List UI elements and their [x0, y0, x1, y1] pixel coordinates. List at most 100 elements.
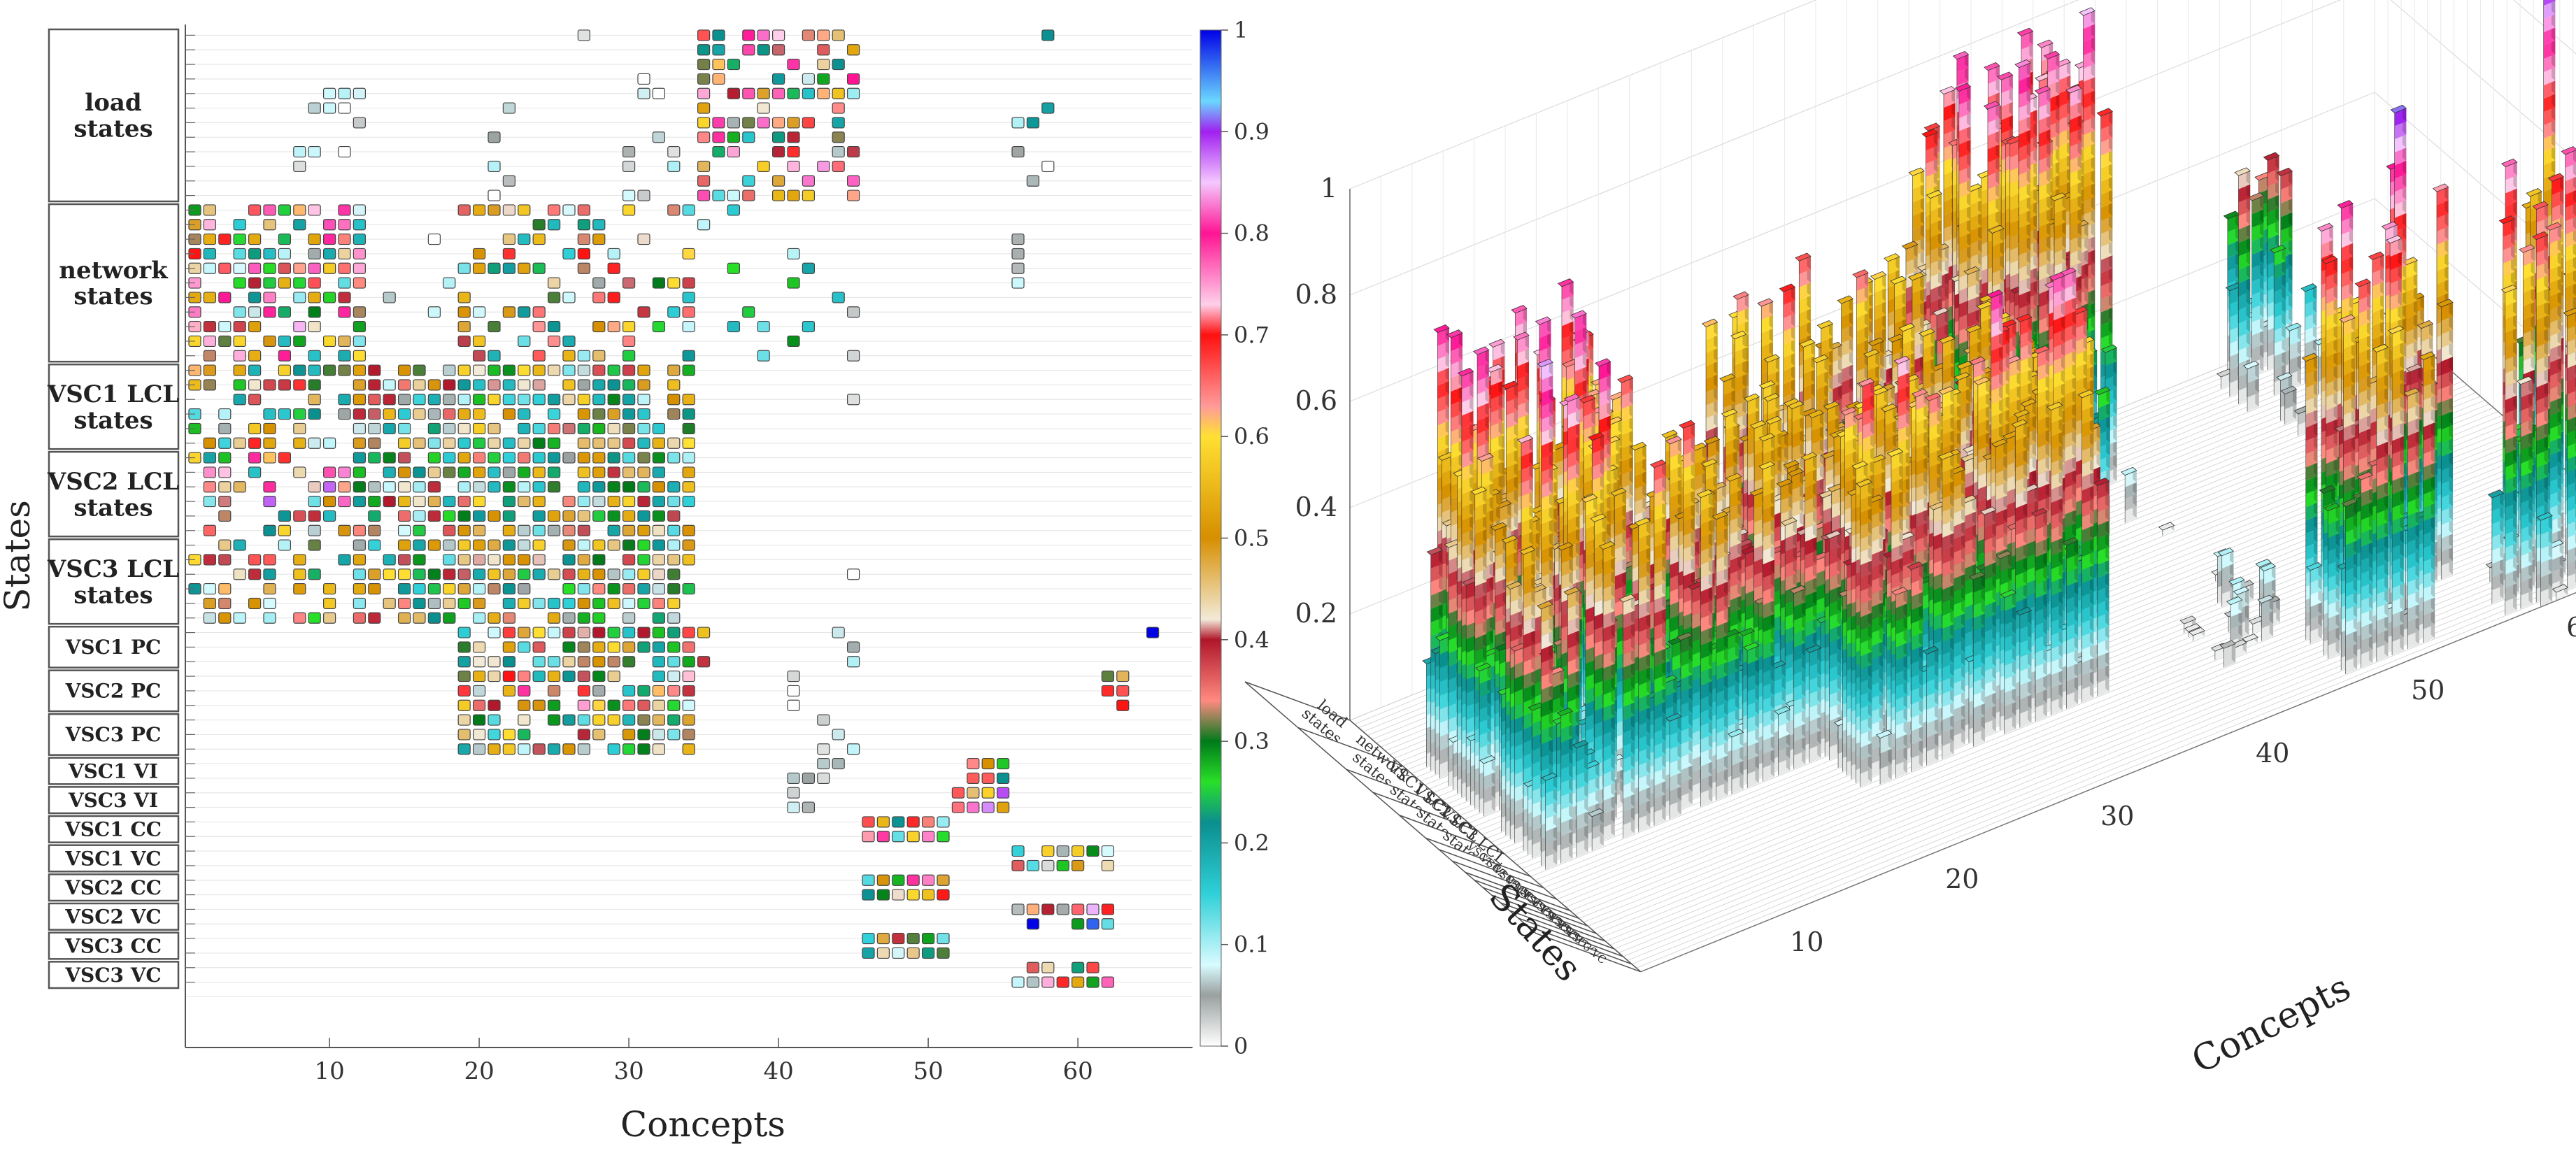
- bar3d-top-face: [1908, 167, 1925, 176]
- heatmap-cell: [592, 714, 606, 726]
- heatmap-cell: [592, 656, 606, 668]
- heatmap-cell: [787, 801, 800, 813]
- heatmap-cell: [667, 627, 681, 638]
- heatmap-cell: [472, 699, 486, 711]
- heatmap-cell: [397, 422, 411, 435]
- heatmap-cell: [413, 597, 426, 610]
- heatmap-cell: [457, 569, 471, 580]
- heatmap-cell: [757, 102, 770, 114]
- colorbar-tick-label: 0.7: [1234, 322, 1269, 348]
- heatmap-cell: [368, 510, 381, 522]
- heatmap-cell: [323, 495, 336, 508]
- heatmap-cell: [592, 379, 606, 391]
- heatmap-cell: [562, 656, 576, 668]
- heatmap-cell: [667, 510, 681, 522]
- heatmap-cell: [981, 787, 995, 799]
- heatmap-cell: [293, 569, 306, 580]
- heatmap-cell: [592, 729, 606, 741]
- heatmap-cell: [622, 481, 636, 493]
- heatmap-cell: [652, 656, 666, 668]
- heatmap-cell: [248, 306, 262, 318]
- heatmap-cell: [218, 408, 232, 420]
- heatmap-cell: [996, 757, 1010, 770]
- heatmap-cell: [697, 175, 711, 187]
- heatmap-cell: [502, 539, 516, 551]
- heatmap-cell: [682, 495, 695, 508]
- heatmap-cell: [518, 262, 531, 274]
- heatmap-cell: [368, 394, 381, 406]
- heatmap-cell: [443, 554, 456, 566]
- heatmap-cell: [248, 262, 262, 274]
- heatmap-cell: [353, 597, 366, 610]
- heatmap-cell: [443, 495, 456, 508]
- heatmap-cell: [323, 102, 336, 114]
- heatmap-cell: [547, 364, 561, 376]
- state-group-label: VSC2 PC: [65, 680, 162, 703]
- heatmap-cell: [817, 58, 830, 71]
- heatmap-cell: [637, 714, 650, 726]
- heatmap-cell: [472, 466, 486, 478]
- heatmap-cell: [697, 44, 711, 56]
- heatmap-cell: [1056, 859, 1069, 872]
- heatmap-cell: [742, 117, 755, 129]
- heatmap-cell: [592, 597, 606, 610]
- heatmap-cell: [712, 44, 725, 56]
- heatmap-cell: [607, 627, 620, 638]
- heatmap-cell: [1086, 961, 1100, 973]
- heatmap-cell: [607, 641, 620, 653]
- heatmap-cell: [577, 627, 591, 638]
- heatmap-cell: [637, 524, 650, 536]
- heatmap-cell: [233, 394, 246, 406]
- heatmap-cell: [622, 612, 636, 624]
- heatmap-cell: [502, 685, 516, 697]
- heatmap-cell: [518, 379, 531, 391]
- heatmap-cell: [323, 481, 336, 493]
- floor-state-line: [1600, 542, 2576, 938]
- heatmap-cell: [562, 510, 576, 522]
- heatmap-cell: [502, 408, 516, 420]
- heatmap-cell: [472, 612, 486, 624]
- heatmap-cell: [622, 422, 636, 435]
- heatmap-cell: [622, 466, 636, 478]
- heatmap-cell: [308, 481, 321, 493]
- heatmap-cell: [577, 743, 591, 755]
- heatmap-cell: [787, 87, 800, 99]
- heatmap-cell: [787, 58, 800, 71]
- heatmap-cell: [846, 190, 860, 201]
- z-gridline: [1349, 0, 2079, 296]
- heatmap-cell: [577, 29, 591, 41]
- heatmap-cell: [323, 582, 336, 595]
- heatmap-cell: [248, 233, 262, 245]
- heatmap-cell: [413, 539, 426, 551]
- heatmap-cell: [607, 481, 620, 493]
- heatmap-cell: [622, 379, 636, 391]
- heatmap-cell: [278, 248, 291, 260]
- heatmap-cell: [278, 408, 291, 420]
- heatmap-cell: [817, 772, 830, 785]
- heatmap-cell: [502, 729, 516, 741]
- heatmap-cell: [353, 204, 366, 216]
- heatmap-cell: [248, 379, 262, 391]
- heatmap-cell: [1116, 699, 1130, 711]
- heatmap-cell: [323, 364, 336, 376]
- heatmap-cell: [742, 29, 755, 41]
- heatmap-cell: [488, 437, 501, 449]
- heatmap-cell: [263, 422, 276, 435]
- heatmap-cell: [472, 408, 486, 420]
- state-group-label: states: [73, 581, 152, 609]
- heatmap-cell: [397, 597, 411, 610]
- state-group-box: [48, 669, 180, 713]
- heatmap-cell: [488, 422, 501, 435]
- heatmap-cell: [353, 262, 366, 274]
- heatmap-cell: [682, 277, 695, 289]
- heatmap-cell: [532, 743, 546, 755]
- heatmap-cell: [562, 452, 576, 464]
- heatmap-cell: [682, 729, 695, 741]
- heatmap-cell: [518, 627, 531, 638]
- heatmap-cell: [472, 379, 486, 391]
- heatmap-cell: [667, 204, 681, 216]
- heatmap-cell: [1101, 903, 1115, 915]
- heatmap-cell: [592, 422, 606, 435]
- heatmap-cell: [682, 437, 695, 449]
- state-group-label: load: [85, 89, 141, 117]
